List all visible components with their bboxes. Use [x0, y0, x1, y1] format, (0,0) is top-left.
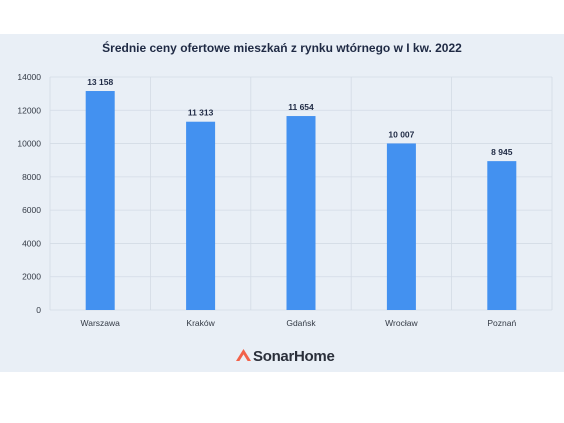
bars	[85, 91, 517, 311]
y-tick-label: 4000	[22, 238, 41, 248]
bar-warszawa	[85, 91, 115, 311]
category-label: Wrocław	[385, 318, 418, 328]
y-axis-ticks: 0 2000 4000 6000 8000 10000 12000 14000	[17, 72, 41, 315]
y-tick-label: 0	[36, 305, 41, 315]
bar-gdańsk	[286, 116, 316, 310]
category-labels: Warszawa Kraków Gdańsk Wrocław Poznań	[81, 318, 517, 328]
y-tick-label: 10000	[17, 139, 41, 149]
bar-poznań	[487, 161, 517, 310]
y-tick-label: 6000	[22, 205, 41, 215]
value-label: 8 945	[491, 147, 513, 157]
value-labels: 13 158 11 313 11 654 10 007 8 945	[87, 77, 513, 157]
category-label: Warszawa	[81, 318, 121, 328]
value-label: 11 654	[288, 102, 314, 112]
value-label: 10 007	[388, 129, 414, 139]
bar-wrocław	[386, 143, 416, 310]
bar-kraków	[186, 121, 216, 310]
chart-title: Średnie ceny ofertowe mieszkań z rynku w…	[102, 40, 462, 55]
value-label: 11 313	[188, 108, 214, 118]
category-label: Poznań	[487, 318, 516, 328]
category-label: Gdańsk	[286, 318, 316, 328]
y-tick-label: 12000	[17, 105, 41, 115]
y-tick-label: 8000	[22, 172, 41, 182]
brand-name: SonarHome	[253, 348, 335, 365]
y-tick-label: 14000	[17, 72, 41, 82]
brand-logo: SonarHome	[236, 348, 335, 365]
y-tick-label: 2000	[22, 272, 41, 282]
category-label: Kraków	[186, 318, 215, 328]
sonarhome-logo-icon	[236, 349, 251, 361]
value-label: 13 158	[87, 77, 113, 87]
